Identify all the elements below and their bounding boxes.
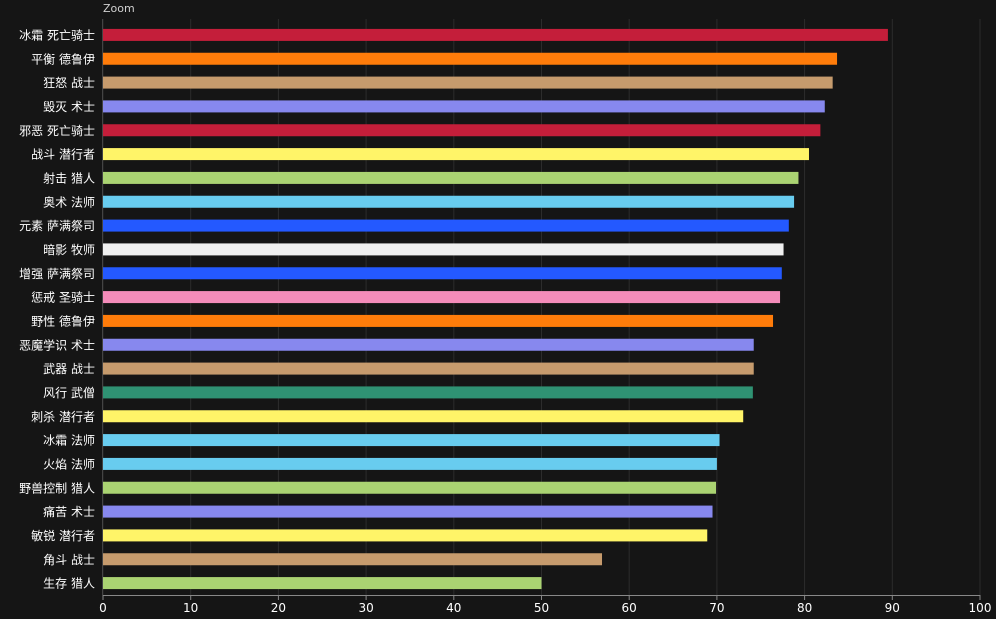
bar bbox=[103, 410, 744, 423]
x-tick-label: 30 bbox=[358, 601, 373, 615]
category-label: 武器 战士 bbox=[43, 362, 95, 376]
category-label: 惩戒 圣骑士 bbox=[31, 291, 95, 305]
x-tick-label: 50 bbox=[534, 601, 549, 615]
bar bbox=[103, 434, 720, 447]
bar bbox=[103, 481, 717, 494]
bars bbox=[103, 28, 888, 590]
bar bbox=[103, 267, 782, 280]
bar bbox=[103, 529, 708, 542]
category-label: 元素 萨满祭司 bbox=[19, 219, 95, 233]
category-label: 射击 猎人 bbox=[43, 170, 95, 185]
category-label: 暗影 牧师 bbox=[43, 242, 95, 257]
bar bbox=[103, 171, 799, 184]
category-label: 风行 武僧 bbox=[43, 386, 95, 400]
bar bbox=[103, 76, 833, 89]
bar bbox=[103, 386, 753, 399]
x-tick-label: 10 bbox=[183, 601, 198, 615]
category-label: 角斗 战士 bbox=[43, 553, 95, 567]
bar bbox=[103, 124, 821, 137]
zoom-label[interactable]: Zoom bbox=[103, 2, 135, 15]
bar bbox=[103, 219, 789, 232]
category-label: 冰霜 死亡骑士 bbox=[19, 28, 95, 42]
x-tick-label: 60 bbox=[622, 601, 637, 615]
x-tick-label: 20 bbox=[271, 601, 286, 615]
bar bbox=[103, 457, 717, 470]
bar bbox=[103, 243, 784, 256]
category-label: 平衡 德鲁伊 bbox=[31, 51, 95, 66]
bar bbox=[103, 148, 809, 161]
x-tick-label: 40 bbox=[446, 601, 461, 615]
category-label: 奥术 法师 bbox=[43, 195, 95, 209]
category-label: 战斗 潜行者 bbox=[31, 148, 95, 162]
category-label: 刺杀 潜行者 bbox=[31, 409, 95, 424]
bar bbox=[103, 553, 603, 566]
bar bbox=[103, 195, 795, 208]
x-tick-label: 0 bbox=[99, 601, 107, 615]
category-label: 狂怒 战士 bbox=[43, 75, 95, 90]
x-axis: 0 10 20 30 40 50 60 70 80 90 100 bbox=[99, 19, 991, 615]
category-label: 痛苦 术士 bbox=[43, 504, 95, 519]
category-label: 生存 猎人 bbox=[43, 577, 95, 591]
bar bbox=[103, 577, 542, 590]
grid-lines bbox=[102, 19, 981, 595]
category-label: 冰霜 法师 bbox=[43, 434, 95, 448]
x-tick-label: 100 bbox=[969, 601, 992, 615]
bar bbox=[103, 100, 825, 113]
category-label: 火焰 法师 bbox=[43, 456, 95, 471]
bar bbox=[103, 505, 713, 518]
bar bbox=[103, 314, 774, 327]
x-tick-label: 70 bbox=[709, 601, 724, 615]
category-label: 邪恶 死亡骑士 bbox=[19, 124, 95, 138]
category-label: 野性 德鲁伊 bbox=[31, 313, 95, 328]
bar bbox=[103, 362, 754, 375]
category-label: 毁灭 术士 bbox=[43, 99, 95, 114]
category-label: 敏锐 潜行者 bbox=[31, 528, 95, 543]
x-tick-label: 80 bbox=[797, 601, 812, 615]
x-tick-label: 90 bbox=[885, 601, 900, 615]
bar bbox=[103, 52, 838, 65]
bar bbox=[103, 291, 781, 304]
category-label: 恶魔学识 术士 bbox=[19, 337, 95, 352]
bar bbox=[103, 338, 754, 351]
bar bbox=[103, 28, 888, 41]
category-label: 野兽控制 猎人 bbox=[19, 481, 95, 495]
category-label: 增强 萨满祭司 bbox=[19, 267, 95, 281]
